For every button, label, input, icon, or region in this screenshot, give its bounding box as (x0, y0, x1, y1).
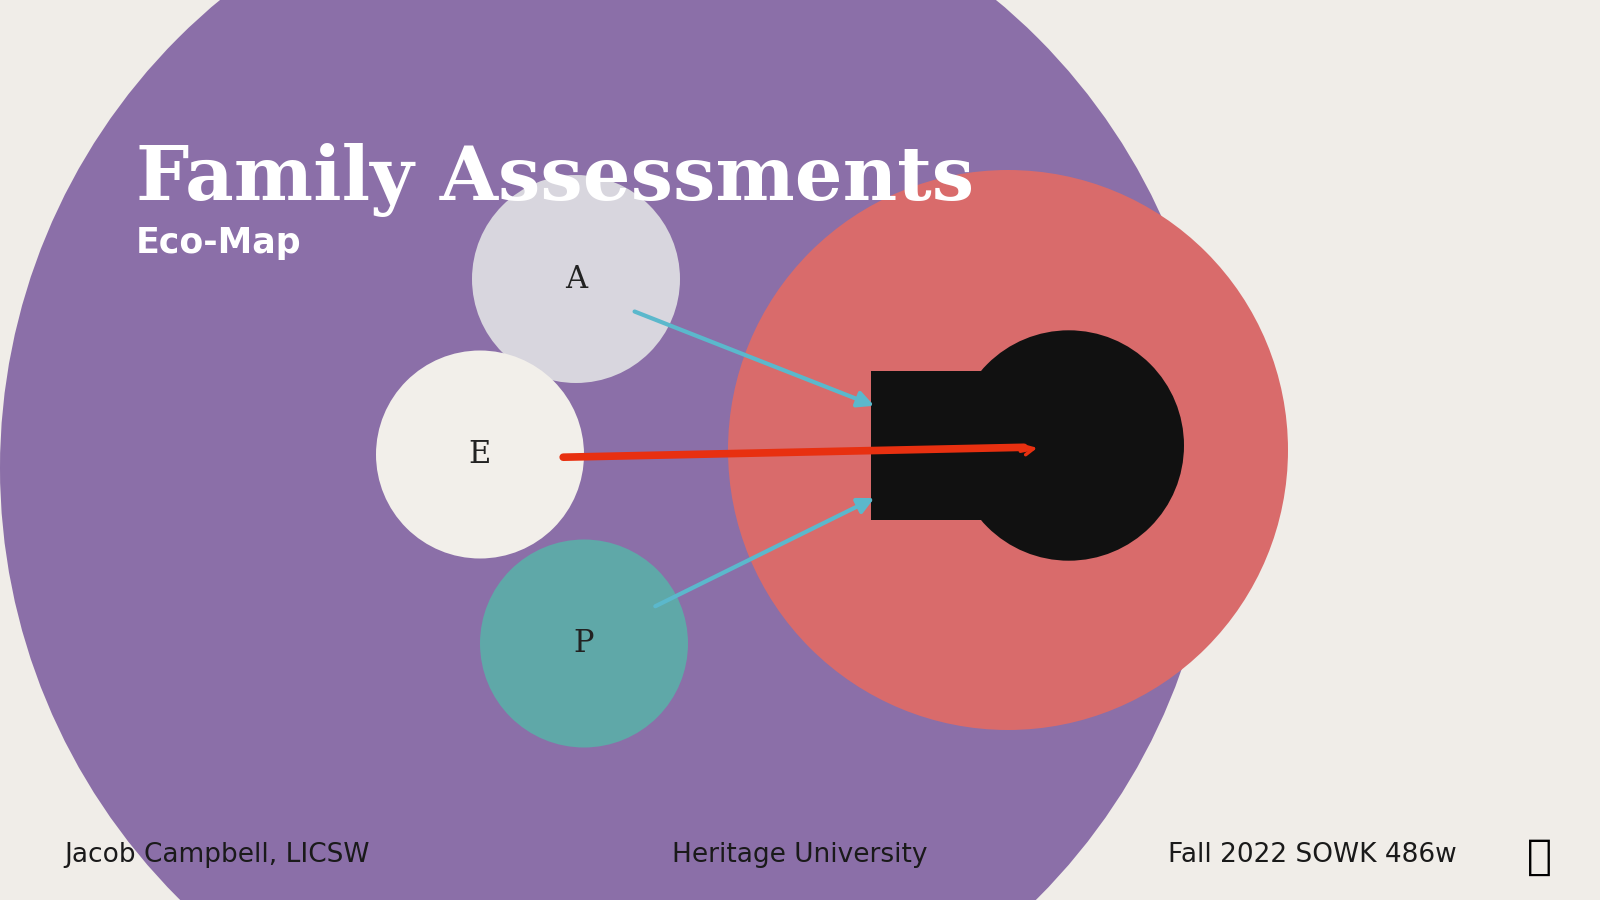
Text: Heritage University: Heritage University (672, 842, 928, 868)
Ellipse shape (954, 330, 1184, 561)
Text: A: A (565, 264, 587, 294)
Text: Jacob Campbell, LICSW: Jacob Campbell, LICSW (64, 842, 370, 868)
Text: Fall 2022 SOWK 486w: Fall 2022 SOWK 486w (1168, 842, 1456, 868)
Ellipse shape (0, 0, 1216, 900)
Text: Eco-Map: Eco-Map (136, 226, 302, 260)
Ellipse shape (480, 539, 688, 748)
Ellipse shape (728, 170, 1288, 730)
Bar (870, 371, 1022, 520)
Text: E: E (469, 439, 491, 470)
Ellipse shape (376, 350, 584, 559)
Text: P: P (574, 628, 594, 659)
Ellipse shape (472, 175, 680, 383)
Text: 📋: 📋 (1526, 836, 1552, 878)
Text: Family Assessments: Family Assessments (136, 143, 974, 217)
